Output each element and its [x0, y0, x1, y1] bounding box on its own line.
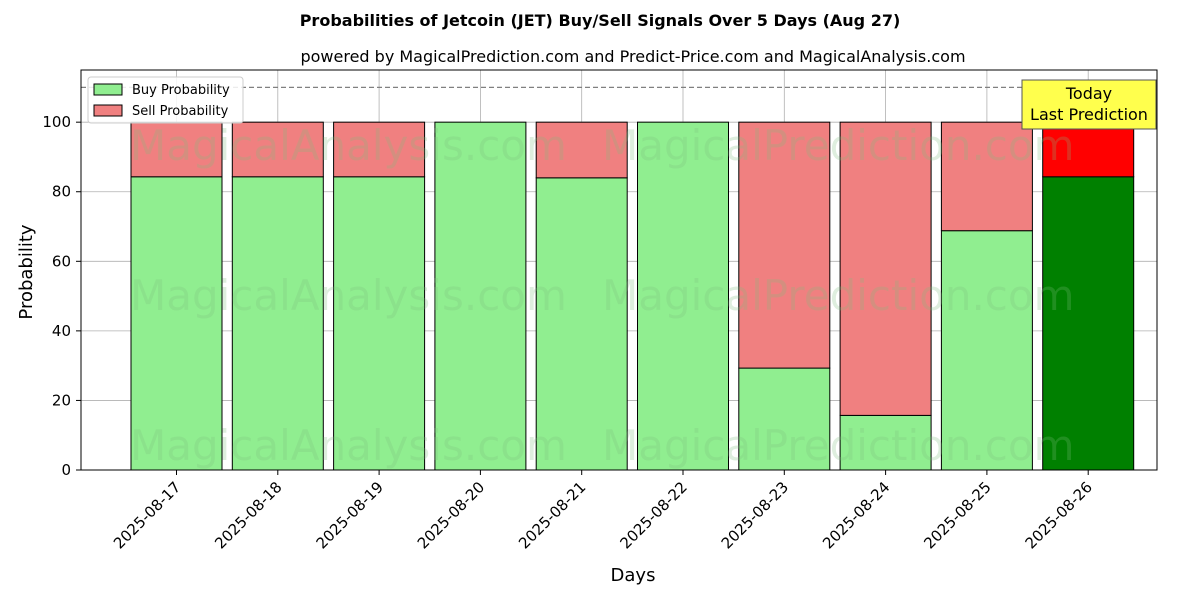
buy-bar: [333, 176, 426, 471]
today-annotation: Today Last Prediction: [1021, 79, 1157, 130]
x-tick-label: 2025-08-22: [616, 478, 690, 552]
y-tick-label: 0: [61, 461, 71, 479]
x-tick-label: 2025-08-18: [211, 478, 285, 552]
buy-bar: [1042, 176, 1135, 471]
watermark-text: MagicalPrediction.com: [602, 421, 1075, 470]
watermark-text: MagicalPrediction.com: [602, 121, 1075, 170]
sell-bar: [333, 121, 426, 178]
legend-buy-swatch: [93, 83, 123, 96]
x-tick-label: 2025-08-25: [920, 478, 994, 552]
buy-bar: [637, 121, 729, 471]
today-annotation-box: [1021, 79, 1157, 130]
legend-buy-label: Buy Probability: [132, 83, 230, 98]
x-axis-label: Days: [611, 565, 656, 586]
sell-bar: [535, 121, 628, 179]
chart-title: Probabilities of Jetcoin (JET) Buy/Sell …: [300, 11, 901, 30]
y-tick-label: 100: [42, 113, 71, 131]
watermarks: MagicalAnalysis.com MagicalPrediction.com…: [130, 121, 1075, 470]
sell-bar: [130, 121, 223, 178]
x-tick-label: 2025-08-24: [819, 478, 893, 552]
x-tick-label: 2025-08-19: [313, 478, 387, 552]
x-tick-label: 2025-08-26: [1022, 478, 1096, 552]
watermark-text: MagicalAnalysis.com: [130, 271, 567, 320]
plot-frame: [80, 69, 1158, 471]
x-tick-label: 2025-08-20: [414, 478, 488, 552]
legend-sell-label: Sell Probability: [132, 104, 229, 119]
legend: Buy Probability Sell Probability: [87, 76, 244, 124]
legend-box: [87, 76, 244, 124]
buy-bar: [839, 414, 932, 471]
y-tick-label: 20: [52, 391, 71, 409]
y-tick-label: 60: [52, 252, 71, 270]
watermark-text: MagicalPrediction.com: [602, 271, 1075, 320]
legend-sell-swatch: [93, 104, 123, 117]
buy-bar: [738, 367, 831, 471]
chart-subtitle: powered by MagicalPrediction.com and Pre…: [300, 47, 965, 66]
sell-bar: [231, 121, 324, 178]
buy-bar: [130, 176, 223, 471]
bars: [130, 121, 1135, 471]
watermark-text: MagicalAnalysis.com: [130, 421, 567, 470]
sell-bar: [738, 121, 831, 369]
buy-bar: [940, 230, 1033, 471]
x-tick-label: 2025-08-21: [515, 478, 589, 552]
today-annotation-line-1: Today: [1065, 84, 1112, 103]
today-annotation-line-2: Last Prediction: [1030, 105, 1148, 124]
watermark-text: MagicalAnalysis.com: [130, 121, 567, 170]
x-tick-label: 2025-08-23: [718, 478, 792, 552]
sell-bar: [940, 121, 1033, 232]
y-tick-label: 40: [52, 322, 71, 340]
buy-bar: [434, 121, 527, 471]
y-axis-label: Probability: [16, 224, 37, 319]
y-tick-label: 80: [52, 183, 71, 201]
sell-bar: [839, 121, 932, 416]
x-tick-label: 2025-08-17: [110, 478, 184, 552]
